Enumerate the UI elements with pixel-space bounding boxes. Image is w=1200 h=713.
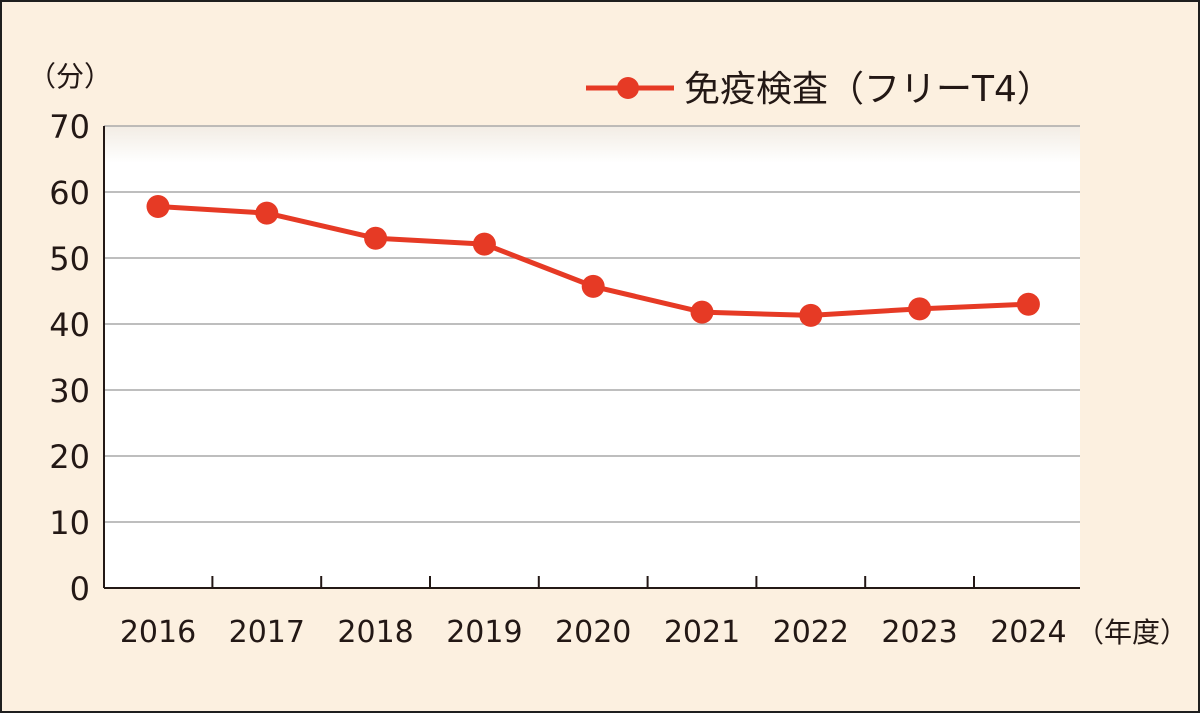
y-tick-label: 60 xyxy=(49,174,90,212)
legend-marker xyxy=(617,77,639,99)
data-point-2020 xyxy=(581,274,605,298)
x-tick-label: 2022 xyxy=(773,615,849,650)
data-point-2017 xyxy=(255,201,279,225)
data-point-2018 xyxy=(364,226,388,250)
y-tick-label: 70 xyxy=(49,108,90,146)
x-tick-label: 2024 xyxy=(990,615,1066,650)
data-point-2023 xyxy=(908,297,932,321)
y-tick-label: 20 xyxy=(49,438,90,476)
x-axis: 2016 2017 2018 2019 2020 2021 2022 2023 2024 xyxy=(103,126,1080,650)
data-point-2021 xyxy=(690,300,714,324)
data-point-2022 xyxy=(799,303,823,327)
legend-label: 免疫検査（フリーT4） xyxy=(684,69,1053,110)
data-point-2019 xyxy=(472,232,496,256)
x-tick-label: 2023 xyxy=(881,615,957,650)
x-tick-label: 2020 xyxy=(555,615,631,650)
legend: 免疫検査（フリーT4） xyxy=(586,69,1053,110)
y-tick-label: 40 xyxy=(49,306,90,344)
x-tick-label: 2019 xyxy=(446,615,522,650)
y-axis-ticks: 0 10 20 30 40 50 60 70 xyxy=(49,108,90,608)
data-point-2016 xyxy=(146,195,170,219)
y-tick-label: 0 xyxy=(70,570,90,608)
x-tick-label: 2021 xyxy=(664,615,740,650)
plot-area xyxy=(104,126,1080,588)
y-tick-label: 50 xyxy=(49,240,90,278)
y-tick-label: 10 xyxy=(49,504,90,542)
data-point-2024 xyxy=(1016,292,1040,316)
x-axis-label: （年度） xyxy=(1076,616,1188,649)
y-axis-label: （分） xyxy=(28,60,112,93)
x-tick-label: 2018 xyxy=(337,615,413,650)
gridlines xyxy=(104,125,1080,523)
x-tick-label: 2016 xyxy=(120,615,196,650)
y-tick-label: 30 xyxy=(49,372,90,410)
x-tick-label: 2017 xyxy=(229,615,305,650)
series-free-t4 xyxy=(146,195,1040,327)
